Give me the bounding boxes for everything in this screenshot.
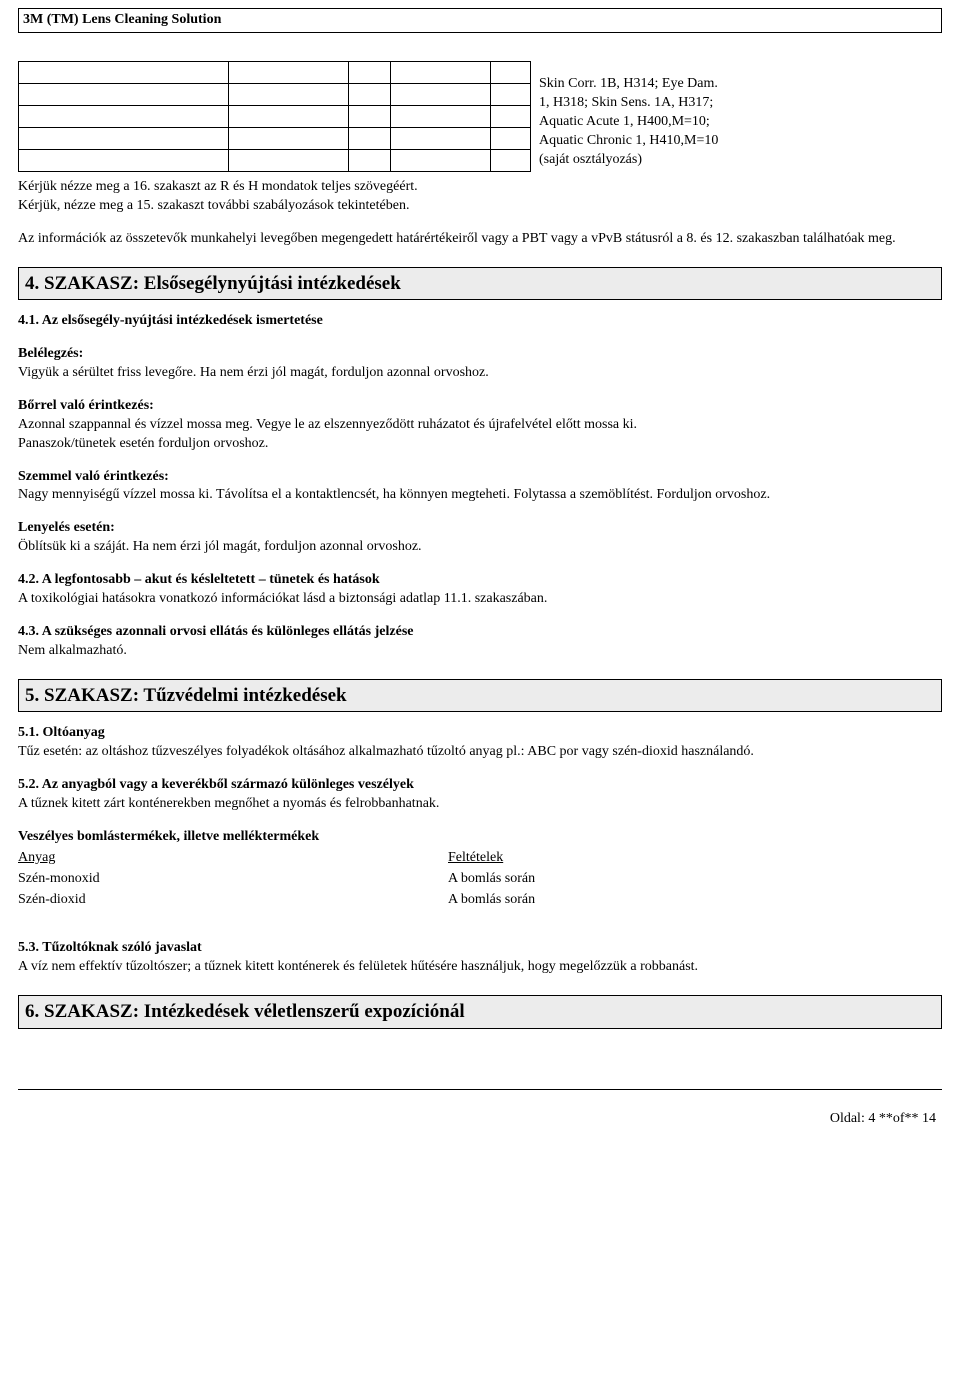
footnote-line: Kérjük, nézze meg a 15. szakaszt további… — [18, 197, 942, 216]
section-6-title: 6. SZAKASZ: Intézkedések véletlenszerű e… — [25, 1001, 465, 1022]
column-header-condition: Feltételek — [448, 849, 942, 868]
section-4-2-text: A toxikológiai hatásokra vonatkozó infor… — [18, 590, 942, 609]
skin-label: Bőrrel való érintkezés: — [18, 397, 942, 416]
section-4-header: 4. SZAKASZ: Elsősegélynyújtási intézkedé… — [18, 267, 942, 301]
eye-contact-block: Szemmel való érintkezés: Nagy mennyiségű… — [18, 468, 942, 506]
skin-contact-block: Bőrrel való érintkezés: Azonnal szappann… — [18, 397, 942, 454]
section-5-title: 5. SZAKASZ: Tűzvédelmi intézkedések — [25, 685, 347, 706]
decomposition-block: Veszélyes bomlástermékek, illetve mellék… — [18, 828, 942, 910]
section-4-3-title: 4.3. A szükséges azonnali orvosi ellátás… — [18, 623, 942, 642]
column-header-material: Anyag — [18, 849, 448, 868]
footnote-text: Az információk az összetevők munkahelyi … — [18, 231, 896, 246]
page-number: Oldal: 4 **of** 14 — [830, 1111, 936, 1126]
hazard-line: 1, H318; Skin Sens. 1A, H317; — [539, 94, 718, 113]
section-5-3-block: 5.3. Tűzoltóknak szóló javaslat A víz ne… — [18, 939, 942, 977]
footnote-paragraph: Az információk az összetevők munkahelyi … — [18, 230, 942, 249]
section-4-title: 4. SZAKASZ: Elsősegélynyújtási intézkedé… — [25, 273, 401, 294]
inhalation-label: Belélegzés: — [18, 345, 942, 364]
section-5-1-text: Tűz esetén: az oltáshoz tűzveszélyes fol… — [18, 743, 942, 762]
decomp-row: Szén-monoxid A bomlás során — [18, 870, 942, 889]
section-4-3-text: Nem alkalmazható. — [18, 642, 942, 661]
section-4-2-title: 4.2. A legfontosabb – akut és késleltete… — [18, 571, 942, 590]
section-6-header: 6. SZAKASZ: Intézkedések véletlenszerű e… — [18, 995, 942, 1029]
decomposition-title: Veszélyes bomlástermékek, illetve mellék… — [18, 828, 942, 847]
hazard-line: Skin Corr. 1B, H314; Eye Dam. — [539, 75, 718, 94]
decomp-material: Szén-dioxid — [18, 891, 448, 910]
section-4-1-title: 4.1. Az elsősegély-nyújtási intézkedések… — [18, 312, 942, 331]
hazard-classification-text: Skin Corr. 1B, H314; Eye Dam. 1, H318; S… — [531, 75, 718, 171]
section-5-3-title: 5.3. Tűzoltóknak szóló javaslat — [18, 939, 942, 958]
section-5-2-block: 5.2. Az anyagból vagy a keverékből szárm… — [18, 776, 942, 814]
section-5-1-block: 5.1. Oltóanyag Tűz esetén: az oltáshoz t… — [18, 724, 942, 762]
section-5-2-text: A tűznek kitett zárt konténerekben megnő… — [18, 795, 942, 814]
hazard-empty-table — [18, 61, 531, 172]
document-title: 3M (TM) Lens Cleaning Solution — [23, 12, 221, 27]
hazard-line: Aquatic Acute 1, H400,M=10; — [539, 113, 718, 132]
decomp-condition: A bomlás során — [448, 891, 942, 910]
hazard-line: Aquatic Chronic 1, H410,M=10 — [539, 132, 718, 151]
skin-text-1: Azonnal szappannal és vízzel mossa meg. … — [18, 416, 942, 435]
eye-label: Szemmel való érintkezés: — [18, 468, 942, 487]
decomp-material: Szén-monoxid — [18, 870, 448, 889]
section-4-2-block: 4.2. A legfontosabb – akut és késleltete… — [18, 571, 942, 609]
section-5-3-text: A víz nem effektív tűzoltószer; a tűznek… — [18, 958, 942, 977]
ingestion-label: Lenyelés esetén: — [18, 519, 942, 538]
hazard-classification-row: Skin Corr. 1B, H314; Eye Dam. 1, H318; S… — [18, 61, 942, 172]
skin-text-2: Panaszok/tünetek esetén forduljon orvosh… — [18, 435, 942, 454]
footnote-block: Kérjük nézze meg a 16. szakaszt az R és … — [18, 178, 942, 216]
eye-text: Nagy mennyiségű vízzel mossa ki. Távolít… — [18, 486, 942, 505]
section-5-1-title: 5.1. Oltóanyag — [18, 724, 942, 743]
decomp-condition: A bomlás során — [448, 870, 942, 889]
document-title-bar: 3M (TM) Lens Cleaning Solution — [18, 8, 942, 33]
section-5-header: 5. SZAKASZ: Tűzvédelmi intézkedések — [18, 679, 942, 713]
ingestion-block: Lenyelés esetén: Öblítsük ki a száját. H… — [18, 519, 942, 557]
inhalation-block: Belélegzés: Vigyük a sérültet friss leve… — [18, 345, 942, 383]
inhalation-text: Vigyük a sérültet friss levegőre. Ha nem… — [18, 364, 942, 383]
footnote-line: Kérjük nézze meg a 16. szakaszt az R és … — [18, 178, 942, 197]
page-footer: Oldal: 4 **of** 14 — [18, 1089, 942, 1129]
ingestion-text: Öblítsük ki a száját. Ha nem érzi jól ma… — [18, 538, 942, 557]
hazard-line: (saját osztályozás) — [539, 151, 718, 170]
decomp-row: Szén-dioxid A bomlás során — [18, 891, 942, 910]
section-5-2-title: 5.2. Az anyagból vagy a keverékből szárm… — [18, 776, 942, 795]
section-4-3-block: 4.3. A szükséges azonnali orvosi ellátás… — [18, 623, 942, 661]
